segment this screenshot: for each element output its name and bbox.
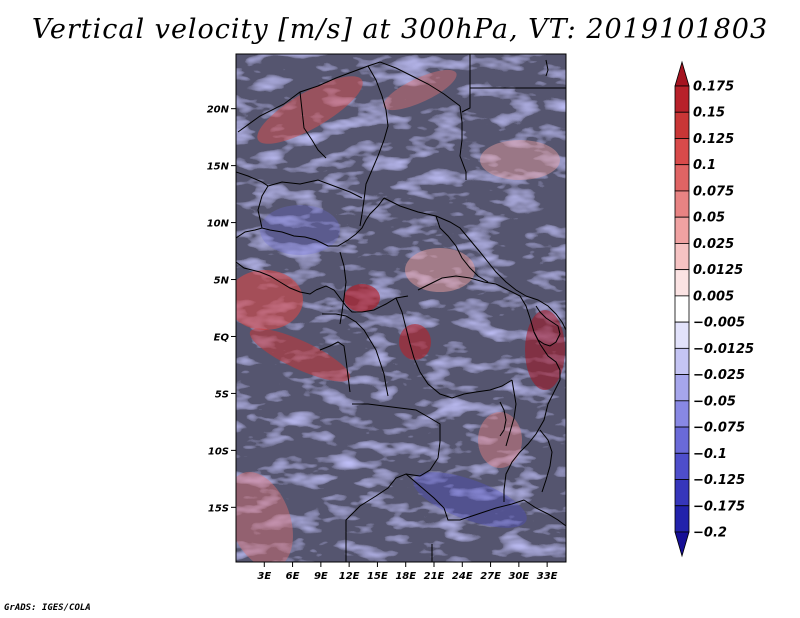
colorbar-max-arrow <box>674 60 690 87</box>
colorbar-segment <box>674 452 690 480</box>
colorbar-label: 0.175 <box>693 80 734 95</box>
colorbar-segment <box>674 111 690 139</box>
lat-tick-label: 15N <box>207 162 230 173</box>
lon-tick-label: 3E <box>257 571 271 582</box>
colorbar-label: −0.05 <box>693 394 736 409</box>
lon-tick-label: 9E <box>314 571 328 582</box>
lon-tick-label: 30E <box>508 571 529 582</box>
grads-credit: GrADS: IGES/COLA <box>4 603 91 613</box>
colorbar-segment <box>674 216 690 244</box>
map-title: Vertical velocity [m/s] at 300hPa, VT: 2… <box>31 14 769 45</box>
colorbar: 0.175 0.15 0.125 0.1 0.075 0.05 0.025 0.0125 0.0… <box>674 60 754 558</box>
colorbar-segment <box>674 505 690 533</box>
lat-tick-label: EQ <box>214 332 230 343</box>
lat-tick-label: 20N <box>207 105 230 116</box>
colorbar-label: −0.025 <box>693 368 745 383</box>
lon-tick-label: 12E <box>339 571 360 582</box>
lat-tick-label: 10S <box>208 446 229 457</box>
colorbar-label: −0.125 <box>693 473 745 488</box>
country-borders <box>236 54 566 562</box>
colorbar-label: 0.125 <box>693 132 734 147</box>
colorbar-segment <box>674 190 690 218</box>
colorbar-segment <box>674 269 690 297</box>
colorbar-label: 0.075 <box>693 184 734 199</box>
lon-tick-label: 24E <box>452 571 473 582</box>
velocity-field <box>236 54 566 562</box>
colorbar-label: −0.175 <box>693 499 745 514</box>
colorbar-segment <box>674 243 690 271</box>
lat-tick-label: 10N <box>207 219 230 230</box>
lat-tick-label: 5S <box>215 389 229 400</box>
lon-tick-label: 27E <box>480 571 501 582</box>
colorbar-label: −0.005 <box>693 316 745 331</box>
lon-tick-label: 15E <box>367 571 388 582</box>
colorbar-label: 0.0125 <box>693 263 743 278</box>
colorbar-segment <box>674 400 690 428</box>
colorbar-min-arrow <box>674 531 690 558</box>
colorbar-segment <box>674 295 690 323</box>
colorbar-segment <box>674 321 690 349</box>
colorbar-segment <box>674 374 690 402</box>
colorbar-label: −0.1 <box>693 447 727 462</box>
colorbar-label: 0.05 <box>693 211 725 226</box>
longitude-axis: 3E 6E 9E 12E 15E 18E 21E 24E 27E 30E 33E <box>257 562 558 582</box>
lon-tick-label: 33E <box>537 571 558 582</box>
lon-tick-label: 21E <box>424 571 445 582</box>
colorbar-segment <box>674 479 690 507</box>
colorbar-label: −0.075 <box>693 421 745 436</box>
lon-tick-label: 6E <box>286 571 300 582</box>
colorbar-label: 0.025 <box>693 237 734 252</box>
colorbar-segment <box>674 85 690 113</box>
colorbar-label: 0.005 <box>693 289 734 304</box>
colorbar-segment <box>674 138 690 166</box>
colorbar-segment <box>674 347 690 375</box>
colorbar-label: −0.0125 <box>693 342 754 357</box>
lat-tick-label: 5N <box>214 276 230 287</box>
colorbar-segment <box>674 164 690 192</box>
colorbar-label: 0.15 <box>693 106 725 121</box>
map-frame <box>235 53 567 563</box>
latitude-axis: 20N 15N 10N 5N EQ 5S 10S 15S <box>207 105 236 514</box>
lon-tick-label: 18E <box>395 571 416 582</box>
colorbar-label: 0.1 <box>693 158 716 173</box>
lat-tick-label: 15S <box>208 503 229 514</box>
colorbar-label: −0.2 <box>693 526 727 541</box>
colorbar-segment <box>674 426 690 454</box>
